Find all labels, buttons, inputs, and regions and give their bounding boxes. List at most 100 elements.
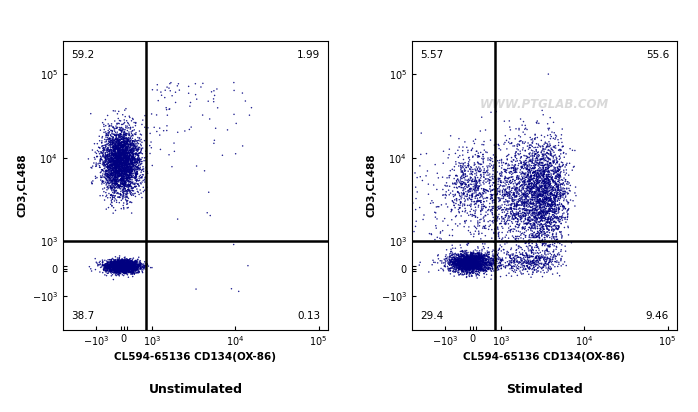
Point	[458, 264, 469, 270]
Point	[452, 188, 463, 195]
Point	[461, 261, 472, 267]
Point	[482, 155, 493, 162]
Point	[524, 178, 535, 185]
Point	[459, 261, 470, 267]
Point	[470, 177, 481, 183]
Point	[475, 171, 487, 178]
Point	[124, 189, 135, 195]
Point	[456, 259, 467, 266]
Point	[109, 154, 120, 161]
Point	[114, 165, 126, 172]
Point	[528, 165, 539, 172]
Point	[117, 143, 128, 149]
Point	[550, 181, 561, 188]
Point	[456, 262, 467, 269]
Point	[549, 159, 560, 166]
Point	[112, 141, 124, 147]
Point	[467, 258, 478, 265]
Point	[114, 260, 126, 266]
Point	[128, 163, 139, 170]
Point	[117, 263, 128, 269]
Point	[475, 264, 487, 271]
Point	[526, 244, 537, 250]
Point	[506, 265, 517, 271]
Point	[554, 259, 565, 266]
Point	[124, 265, 135, 272]
Point	[117, 265, 128, 272]
Point	[120, 155, 131, 162]
Point	[119, 133, 130, 140]
Point	[118, 257, 129, 264]
Point	[110, 136, 121, 143]
Point	[539, 257, 550, 264]
Point	[114, 138, 125, 145]
Point	[463, 269, 475, 275]
Point	[115, 155, 126, 162]
Point	[540, 194, 551, 201]
Point	[106, 168, 117, 174]
Point	[226, 286, 237, 292]
Point	[124, 264, 135, 271]
Point	[111, 144, 122, 150]
Point	[111, 260, 122, 266]
Point	[532, 268, 543, 274]
Point	[441, 255, 452, 262]
Point	[513, 206, 524, 212]
Point	[122, 139, 133, 145]
Point	[107, 165, 119, 171]
Point	[121, 150, 133, 157]
Point	[465, 185, 476, 192]
Point	[135, 260, 147, 267]
Point	[115, 161, 126, 168]
Point	[543, 255, 554, 262]
Point	[510, 255, 521, 262]
Point	[485, 177, 496, 184]
Point	[548, 171, 559, 177]
Point	[108, 176, 119, 183]
Point	[124, 268, 135, 274]
Point	[135, 180, 146, 186]
Point	[540, 201, 551, 208]
Point	[468, 250, 479, 257]
Point	[554, 224, 565, 230]
Point	[457, 260, 468, 267]
Point	[118, 148, 129, 154]
Point	[133, 140, 144, 147]
Point	[124, 171, 135, 178]
Point	[564, 187, 575, 194]
Point	[117, 150, 128, 157]
Point	[510, 211, 521, 217]
Point	[441, 180, 452, 186]
Point	[119, 136, 131, 142]
Point	[456, 260, 467, 266]
Point	[535, 192, 546, 199]
Point	[113, 269, 124, 276]
Point	[519, 205, 530, 212]
Point	[129, 138, 140, 145]
Point	[531, 204, 542, 210]
Point	[108, 261, 119, 268]
Point	[551, 215, 562, 222]
Point	[105, 159, 116, 166]
Point	[110, 262, 121, 269]
Point	[533, 268, 544, 274]
Point	[465, 261, 476, 267]
Point	[128, 261, 139, 267]
Point	[127, 260, 138, 266]
Point	[130, 267, 141, 274]
Point	[113, 155, 124, 162]
Point	[131, 262, 142, 269]
Point	[121, 150, 133, 156]
Point	[451, 262, 462, 269]
Point	[466, 261, 477, 267]
Point	[110, 170, 121, 177]
Point	[122, 161, 133, 168]
Point	[105, 171, 117, 178]
Point	[110, 262, 121, 269]
Point	[482, 168, 493, 175]
Point	[106, 261, 117, 267]
Point	[515, 183, 526, 189]
Point	[110, 162, 121, 169]
Point	[456, 267, 467, 274]
Point	[438, 266, 449, 273]
